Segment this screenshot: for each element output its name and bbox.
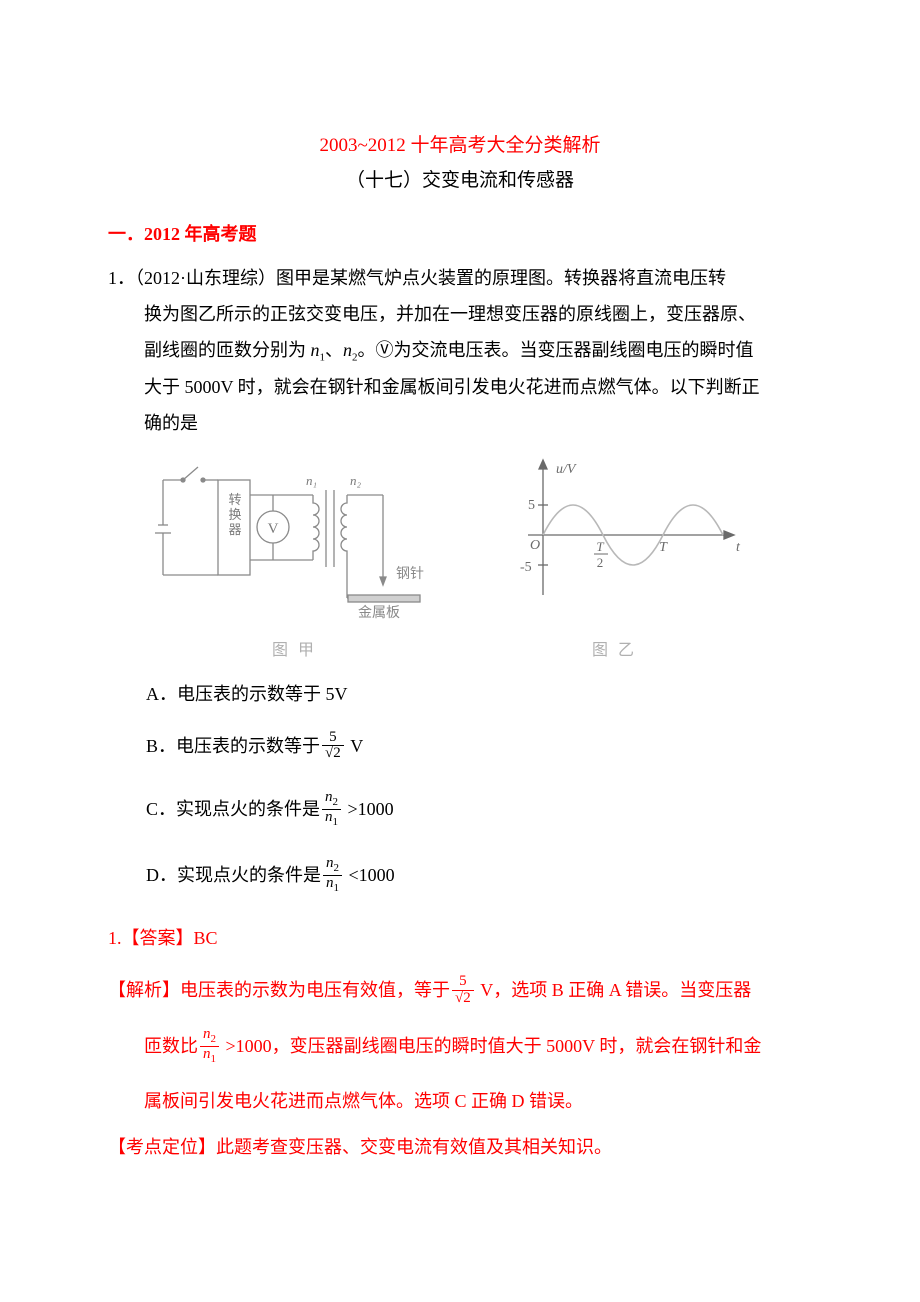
- question-text-4: 大于 5000V 时，就会在钢针和金属板间引发电火花进而点燃气体。以下判断正: [108, 369, 812, 405]
- choice-d-prefix: 实现点火的条件是: [177, 865, 321, 885]
- analysis-p1: 电压表的示数为电压有效值，等于: [180, 980, 450, 1000]
- analysis-p2: V，选项 B 正确 A 错误。当变压器: [476, 980, 752, 1000]
- question-number: 1．: [108, 268, 135, 288]
- choice-d-den-n: n: [326, 875, 334, 891]
- analysis-fraction-1: 5√2: [452, 974, 474, 1007]
- analysis-p3-post: >1000，变压器副线圈电压的瞬时值大于 5000V 时，就会在钢针和金: [221, 1036, 761, 1056]
- choice-a: A．电压表的示数等于 5V: [108, 678, 812, 710]
- analysis-f2-den-sub: 1: [211, 1053, 217, 1065]
- choice-c: C．实现点火的条件是n2n1 >1000: [108, 792, 812, 830]
- choice-b-frac-num: 5: [322, 730, 344, 747]
- n1-symbol: n: [311, 340, 320, 360]
- choice-c-den-n: n: [325, 809, 333, 825]
- origin-label: O: [530, 538, 540, 553]
- x-axis-label: t: [736, 540, 741, 555]
- document-page: 2003~2012 十年高考大全分类解析 （十七）交变电流和传感器 一．2012…: [0, 0, 920, 1245]
- analysis-p4: 属板间引发电火花进而点燃气体。选项 C 正确 D 错误。: [108, 1083, 812, 1119]
- analysis-f1-num: 5: [452, 974, 474, 991]
- question-text-3a: 副线圈的匝数分别为: [144, 340, 311, 360]
- choice-b-fraction: 5√2: [322, 730, 344, 763]
- choice-d-fraction: n2n1: [323, 856, 342, 894]
- graph-figure: u/V 5 -5 O T 2 T t 图乙: [488, 455, 748, 660]
- choice-c-suffix: >1000: [343, 799, 394, 819]
- topic-text: 此题考查变压器、交变电流有效值及其相关知识。: [216, 1137, 612, 1157]
- circuit-svg: 转换器 V n₁ n₂ 钢针 金属板: [148, 455, 448, 625]
- question-text-5: 确的是: [108, 405, 812, 441]
- choice-c-num-sub: 2: [333, 796, 339, 808]
- answer-line: 1.【答案】BC: [108, 924, 812, 950]
- n1-label: n₁: [306, 473, 317, 488]
- main-title-line-1: 2003~2012 十年高考大全分类解析: [108, 130, 812, 157]
- topic-label: 【考点定位】: [108, 1137, 216, 1157]
- choice-b-prefix: 电压表的示数等于: [176, 736, 320, 756]
- analysis-f2-den-n: n: [203, 1046, 211, 1062]
- choice-d-num-sub: 2: [334, 862, 340, 874]
- choice-c-num-n: n: [325, 789, 333, 805]
- n2-label: n₂: [350, 473, 362, 488]
- choice-a-label: A．: [146, 684, 177, 704]
- analysis-f2-num-n: n: [203, 1026, 211, 1042]
- n2-symbol: n: [343, 340, 352, 360]
- y-tick-5: 5: [528, 498, 535, 513]
- choice-c-prefix: 实现点火的条件是: [176, 799, 320, 819]
- choice-b-frac-den: √2: [322, 746, 344, 762]
- voltmeter-symbol-text: Ⓥ为交流电压表。当变压器副线圈电压的瞬时值: [376, 332, 754, 368]
- y-tick-minus-5: -5: [520, 560, 532, 575]
- choice-b: B．电压表的示数等于5√2 V: [108, 730, 812, 764]
- choice-c-fraction: n2n1: [322, 790, 341, 828]
- choice-d-den-sub: 1: [334, 882, 340, 894]
- plate-label: 金属板: [358, 605, 400, 621]
- section-header: 一．2012 年高考题: [108, 220, 812, 246]
- question-text-1: 图甲是某燃气炉点火装置的原理图。转换器将直流电压转: [276, 268, 726, 288]
- choice-d: D．实现点火的条件是n2n1 <1000: [108, 858, 812, 896]
- question-body: 1．（2012·山东理综）图甲是某燃气炉点火装置的原理图。转换器将直流电压转 换…: [108, 260, 812, 441]
- graph-svg: u/V 5 -5 O T 2 T t: [488, 455, 748, 625]
- choice-a-text: 电压表的示数等于 5V: [177, 684, 348, 704]
- question-source: （2012·山东理综）: [135, 268, 276, 288]
- analysis-f2-num-sub: 2: [211, 1033, 217, 1045]
- answer-value: BC: [194, 928, 218, 948]
- choice-d-label: D．: [146, 865, 177, 885]
- analysis-p3-pre: 匝数比: [144, 1036, 198, 1056]
- choice-c-den-sub: 1: [333, 816, 339, 828]
- analysis-block: 【解析】电压表的示数为电压有效值，等于5√2 V，选项 B 正确 A 错误。当变…: [108, 972, 812, 1119]
- x-tick-t2-num: T: [596, 539, 604, 554]
- choice-b-label: B．: [146, 736, 176, 756]
- choice-d-suffix: <1000: [344, 865, 395, 885]
- y-axis-label: u/V: [556, 462, 577, 477]
- topic-line: 【考点定位】此题考查变压器、交变电流有效值及其相关知识。: [108, 1129, 812, 1165]
- needle-label: 钢针: [396, 566, 424, 582]
- circuit-figure: 转换器 V n₁ n₂ 钢针 金属板 图甲: [148, 455, 448, 660]
- converter-label: 转换器: [227, 492, 242, 537]
- x-tick-t: T: [659, 540, 668, 555]
- voltmeter-label: V: [268, 521, 279, 537]
- circuit-caption: 图甲: [148, 636, 448, 660]
- answer-label: 1.【答案】: [108, 928, 194, 948]
- choice-d-num-n: n: [326, 855, 334, 871]
- figures-row: 转换器 V n₁ n₂ 钢针 金属板 图甲: [148, 455, 812, 660]
- main-title-line-2: （十七）交变电流和传感器: [108, 165, 812, 192]
- choice-c-label: C．: [146, 799, 176, 819]
- analysis-fraction-2: n2n1: [200, 1027, 219, 1065]
- x-tick-t2-den: 2: [597, 555, 604, 570]
- graph-caption: 图乙: [488, 636, 748, 660]
- question-text-3c: 。: [358, 340, 376, 360]
- analysis-f1-den: √2: [452, 991, 474, 1007]
- question-text-3b: 、: [325, 340, 343, 360]
- choice-b-suffix: V: [346, 736, 364, 756]
- question-text-2: 换为图乙所示的正弦交变电压，并加在一理想变压器的原线圈上，变压器原、: [108, 296, 812, 332]
- analysis-label: 【解析】: [108, 980, 180, 1000]
